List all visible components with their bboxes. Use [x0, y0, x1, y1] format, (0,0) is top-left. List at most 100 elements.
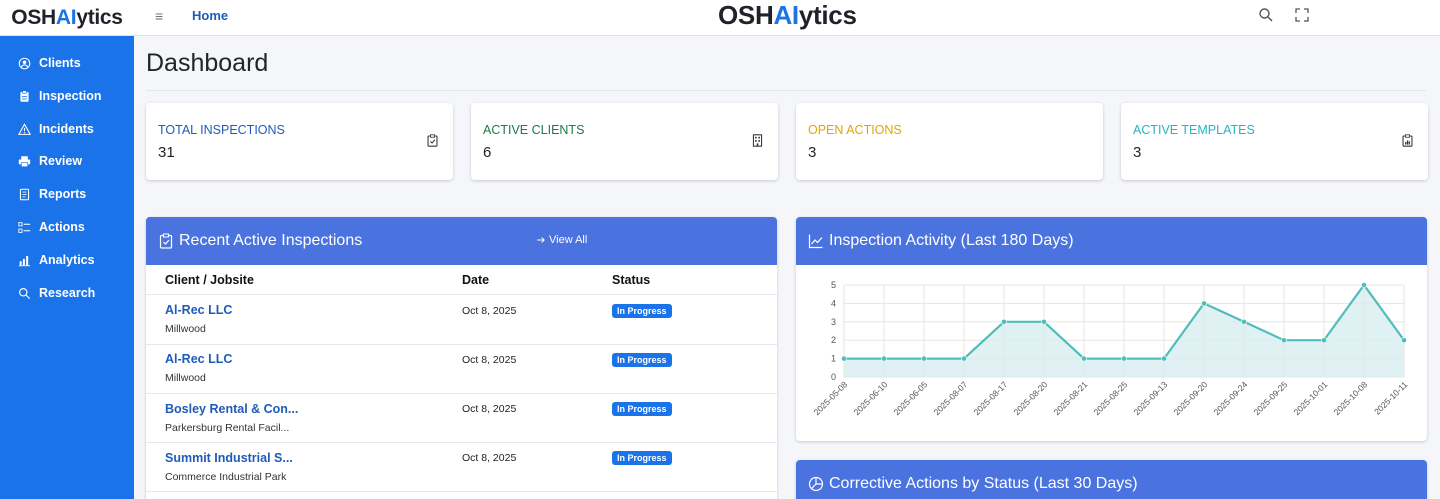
- home-link[interactable]: Home: [192, 8, 229, 23]
- series-area: [844, 285, 1404, 377]
- data-point: [1321, 337, 1327, 344]
- stat-card-total-inspections[interactable]: TOTAL INSPECTIONS 31: [146, 103, 453, 180]
- sidebar-item-review[interactable]: Review: [0, 149, 134, 173]
- data-point: [1281, 337, 1287, 344]
- x-tick-label: 2025-06-05: [892, 379, 930, 417]
- stat-card-active-templates[interactable]: ACTIVE TEMPLATES 3: [1121, 103, 1428, 180]
- brand-title: OSH AI ytics: [718, 0, 857, 30]
- inspection-date: Oct 8, 2025: [462, 354, 517, 366]
- sidebar-item-inspection[interactable]: Inspection: [0, 84, 134, 108]
- view-all-label: View All: [549, 234, 588, 246]
- recent-inspections-title: Recent Active Inspections: [179, 232, 363, 249]
- column-header-client[interactable]: Client / Jobsite: [165, 273, 254, 287]
- stat-card-active-clients[interactable]: ACTIVE CLIENTS 6: [471, 103, 778, 180]
- sidebar-item-label: Actions: [39, 220, 85, 234]
- y-tick-label: 2: [831, 335, 836, 345]
- x-tick-label: 2025-05-08: [812, 379, 850, 417]
- inspection-activity-title: Inspection Activity (Last 180 Days): [829, 232, 1074, 249]
- row-divider: [146, 393, 777, 394]
- brand-logo[interactable]: OSH AI ytics: [0, 0, 134, 36]
- stat-value: 3: [1133, 144, 1142, 161]
- sidebar-item-label: Clients: [39, 56, 81, 70]
- client-link[interactable]: Al-Rec LLC: [165, 303, 233, 317]
- row-divider: [146, 491, 777, 492]
- row-divider: [146, 344, 777, 345]
- fullscreen-icon[interactable]: [1294, 7, 1310, 23]
- sidebar-item-analytics[interactable]: Analytics: [0, 248, 134, 272]
- y-tick-label: 5: [831, 280, 836, 290]
- y-tick-label: 0: [831, 372, 836, 382]
- data-point: [1401, 337, 1407, 344]
- x-tick-label: 2025-08-17: [972, 379, 1010, 417]
- data-point: [1121, 355, 1127, 362]
- x-tick-label: 2025-08-21: [1052, 379, 1090, 417]
- brand-title-pre: OSH: [718, 0, 774, 30]
- stat-value: 6: [483, 144, 492, 161]
- stat-value: 3: [808, 144, 817, 161]
- column-header-date[interactable]: Date: [462, 273, 490, 287]
- sidebar-item-label: Review: [39, 154, 83, 168]
- inspection-date: Oct 8, 2025: [462, 305, 517, 317]
- inspection-date: Oct 8, 2025: [462, 403, 517, 415]
- printer-icon: [18, 155, 31, 167]
- search-icon[interactable]: [1258, 7, 1274, 23]
- data-point: [841, 355, 847, 362]
- x-tick-label: 2025-10-11: [1372, 379, 1410, 417]
- stat-label: OPEN ACTIONS: [808, 123, 902, 137]
- brand-logo-ai: AI: [55, 6, 77, 29]
- sidebar-item-research[interactable]: Research: [0, 281, 134, 305]
- column-header-status[interactable]: Status: [612, 273, 651, 287]
- pie-chart-icon: [808, 476, 824, 492]
- corrective-actions-title: Corrective Actions by Status (Last 30 Da…: [829, 475, 1138, 492]
- sidebar-item-clients[interactable]: Clients: [0, 51, 134, 75]
- row-divider: [146, 442, 777, 443]
- sidebar-item-reports[interactable]: Reports: [0, 182, 134, 206]
- corrective-actions-header: Corrective Actions by Status (Last 30 Da…: [796, 460, 1427, 499]
- clipboard-check-icon: [159, 233, 173, 249]
- brand-title-post: ytics: [798, 0, 857, 30]
- x-tick-label: 2025-06-10: [852, 379, 890, 417]
- view-all-button[interactable]: View All: [530, 230, 594, 250]
- data-point: [1361, 282, 1367, 288]
- menu-toggle-icon[interactable]: ≡: [155, 8, 164, 24]
- stat-card-open-actions[interactable]: OPEN ACTIONS 3: [796, 103, 1103, 180]
- line-chart-icon: [808, 234, 823, 249]
- sidebar-item-actions[interactable]: Actions: [0, 215, 134, 239]
- client-link[interactable]: Summit Industrial S...: [165, 451, 293, 465]
- x-tick-label: 2025-10-01: [1292, 379, 1330, 417]
- data-point: [881, 355, 887, 362]
- client-link[interactable]: Bosley Rental & Con...: [165, 402, 299, 416]
- top-header: OSH AI ytics ≡ Home OSH AI ytics: [0, 0, 1440, 36]
- data-point: [1001, 318, 1007, 325]
- y-tick-label: 4: [831, 298, 836, 308]
- page-title: Dashboard: [146, 49, 269, 77]
- data-point: [1161, 355, 1167, 362]
- data-point: [1081, 355, 1087, 362]
- data-point: [1201, 300, 1207, 307]
- inspection-activity-header: Inspection Activity (Last 180 Days): [796, 217, 1427, 265]
- title-divider: [146, 90, 1426, 91]
- row-divider: [146, 294, 777, 295]
- status-badge: In Progress: [612, 402, 672, 416]
- list-check-icon: [18, 221, 31, 233]
- sidebar-item-label: Reports: [39, 187, 87, 201]
- clipboard-check-icon: [427, 134, 438, 147]
- x-tick-label: 2025-09-20: [1172, 379, 1210, 417]
- sidebar: Clients Inspection Incidents Review Repo…: [0, 36, 134, 499]
- inspection-date: Oct 8, 2025: [462, 452, 517, 464]
- stat-label: TOTAL INSPECTIONS: [158, 123, 285, 137]
- x-tick-label: 2025-10-08: [1332, 379, 1370, 417]
- x-tick-label: 2025-08-07: [932, 379, 970, 417]
- warning-icon: [18, 122, 31, 135]
- y-tick-label: 1: [831, 354, 836, 364]
- status-badge: In Progress: [612, 353, 672, 367]
- x-tick-label: 2025-08-25: [1092, 379, 1130, 417]
- clipboard-data-icon: [1402, 134, 1413, 147]
- sidebar-item-incidents[interactable]: Incidents: [0, 117, 134, 141]
- building-icon: [752, 134, 763, 147]
- x-tick-label: 2025-09-25: [1252, 379, 1290, 417]
- data-point: [961, 355, 967, 362]
- client-link[interactable]: Al-Rec LLC: [165, 352, 233, 366]
- x-tick-label: 2025-09-13: [1132, 379, 1170, 417]
